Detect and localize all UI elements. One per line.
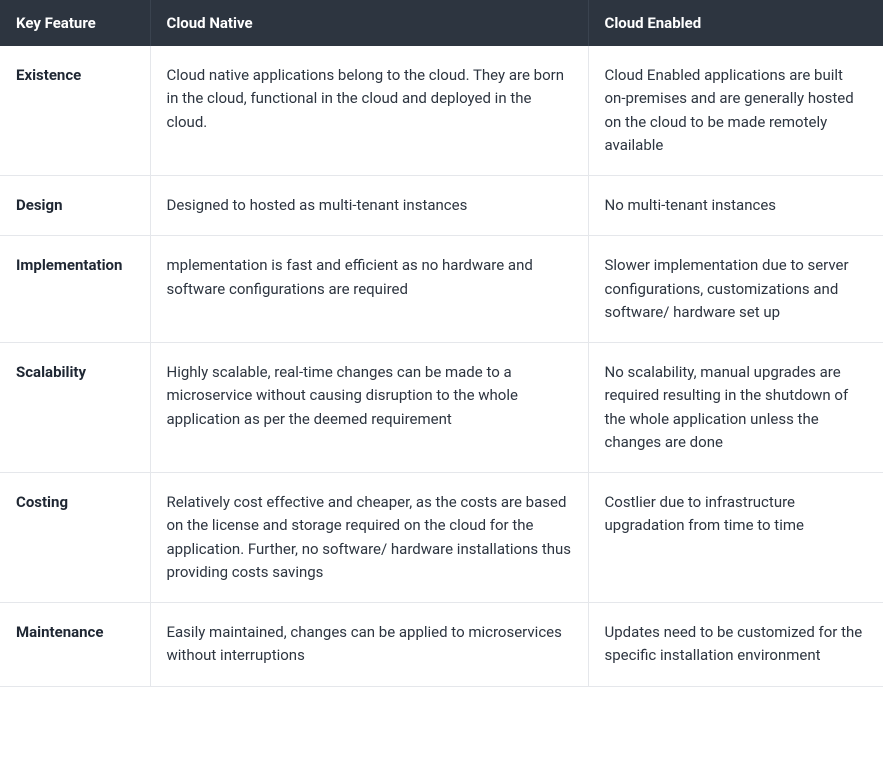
enabled-cell: Updates need to be customized for the sp…: [588, 603, 883, 687]
table-row: Existence Cloud native applications belo…: [0, 46, 883, 176]
table-row: Implementation mplementation is fast and…: [0, 236, 883, 343]
header-cloud-native: Cloud Native: [150, 0, 588, 46]
feature-cell: Design: [0, 176, 150, 236]
feature-cell: Existence: [0, 46, 150, 176]
enabled-cell: No scalability, manual upgrades are requ…: [588, 343, 883, 473]
native-cell: Cloud native applications belong to the …: [150, 46, 588, 176]
native-cell: Designed to hosted as multi-tenant insta…: [150, 176, 588, 236]
native-cell: Relatively cost effective and cheaper, a…: [150, 473, 588, 603]
table-row: Scalability Highly scalable, real-time c…: [0, 343, 883, 473]
table-row: Design Designed to hosted as multi-tenan…: [0, 176, 883, 236]
enabled-cell: Slower implementation due to server conf…: [588, 236, 883, 343]
table-row: Maintenance Easily maintained, changes c…: [0, 603, 883, 687]
table-header-row: Key Feature Cloud Native Cloud Enabled: [0, 0, 883, 46]
native-cell: mplementation is fast and efficient as n…: [150, 236, 588, 343]
enabled-cell: No multi-tenant instances: [588, 176, 883, 236]
table-body: Existence Cloud native applications belo…: [0, 46, 883, 686]
feature-cell: Scalability: [0, 343, 150, 473]
header-key-feature: Key Feature: [0, 0, 150, 46]
table-row: Costing Relatively cost effective and ch…: [0, 473, 883, 603]
enabled-cell: Costlier due to infrastructure upgradati…: [588, 473, 883, 603]
enabled-cell: Cloud Enabled applications are built on-…: [588, 46, 883, 176]
comparison-table: Key Feature Cloud Native Cloud Enabled E…: [0, 0, 883, 687]
feature-cell: Maintenance: [0, 603, 150, 687]
feature-cell: Costing: [0, 473, 150, 603]
feature-cell: Implementation: [0, 236, 150, 343]
native-cell: Highly scalable, real-time changes can b…: [150, 343, 588, 473]
native-cell: Easily maintained, changes can be applie…: [150, 603, 588, 687]
header-cloud-enabled: Cloud Enabled: [588, 0, 883, 46]
